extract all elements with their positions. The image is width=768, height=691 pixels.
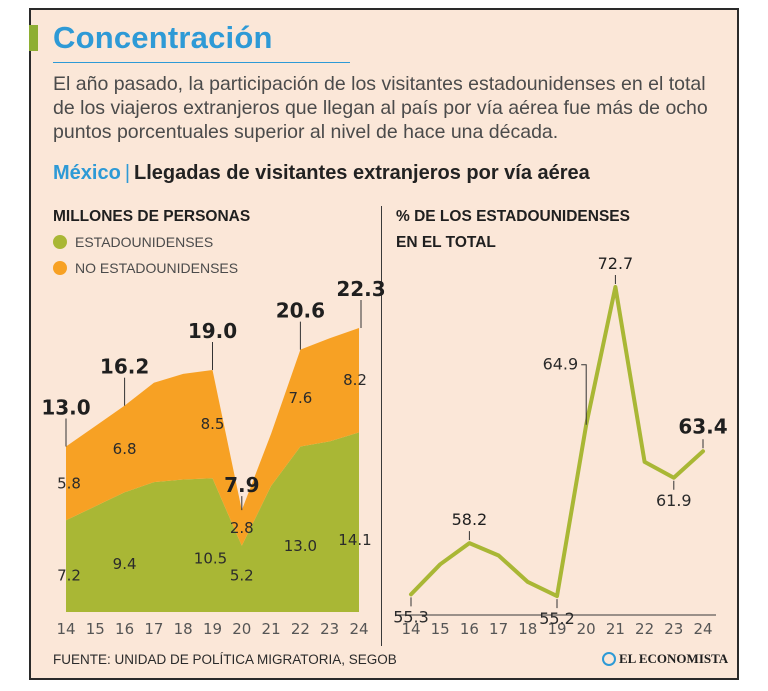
area-x-tick-label: 20	[232, 620, 251, 638]
title-accent-bar	[29, 25, 38, 51]
legend-swatch-non-us	[53, 261, 67, 275]
line-x-tick-label: 24	[693, 620, 712, 638]
area-value-label: 7.2	[57, 566, 81, 584]
area-total-label: 19.0	[188, 319, 237, 343]
legend-item-non-us: NO ESTADOUNIDENSES	[53, 260, 238, 276]
area-x-tick-label: 15	[86, 620, 105, 638]
area-x-tick-label: 22	[291, 620, 310, 638]
area-series-estadounidenses	[66, 432, 359, 612]
area-x-tick-label: 16	[115, 620, 134, 638]
chart-subtitle: Llegadas de visitantes extranjeros por v…	[134, 162, 590, 184]
area-total-label: 13.0	[41, 395, 90, 419]
legend-label-non-us: NO ESTADOUNIDENSES	[75, 260, 239, 276]
brand-name: EL ECONOMISTA	[619, 651, 729, 666]
page-title: Concentración	[53, 20, 273, 55]
right-panel-label-line1: % DE LOS ESTADOUNIDENSES	[396, 208, 630, 225]
line-series-us-share	[409, 285, 705, 599]
line-x-tick-label: 18	[518, 620, 537, 638]
area-value-label: 10.5	[194, 550, 227, 568]
left-panel-label: MILLONES DE PERSONAS	[53, 208, 251, 225]
area-x-tick-label: 18	[174, 620, 193, 638]
line-x-tick-label: 16	[460, 620, 479, 638]
area-total-label: 7.9	[224, 473, 259, 497]
line-x-tick-label: 22	[635, 620, 654, 638]
area-x-tick-label: 24	[349, 620, 368, 638]
area-x-tick-label: 23	[320, 620, 339, 638]
intro-text: El año pasado, la participación de los v…	[53, 73, 708, 143]
area-value-label: 9.4	[113, 555, 137, 573]
area-x-tick-label: 19	[203, 620, 222, 638]
area-value-label: 8.5	[201, 415, 225, 433]
panel-divider	[381, 206, 382, 646]
right-panel-label-line2: EN EL TOTAL	[396, 234, 496, 251]
area-x-tick-label: 21	[262, 620, 281, 638]
line-x-tick-label: 15	[431, 620, 450, 638]
line-point-label: 55.3	[393, 607, 429, 626]
right-panel-label: % DE LOS ESTADOUNIDENSES EN EL TOTAL	[396, 204, 630, 256]
line-x-tick-label: 23	[664, 620, 683, 638]
line-x-tick-label: 14	[401, 620, 420, 638]
brand-logo: EL ECONOMISTA	[602, 651, 728, 667]
country-label: México	[53, 162, 121, 184]
legend-swatch-us	[53, 235, 67, 249]
brand-mark-icon	[602, 652, 616, 666]
area-series-no-estadounidenses	[66, 328, 359, 546]
area-value-label: 2.8	[230, 519, 254, 537]
area-x-tick-label: 14	[56, 620, 75, 638]
line-x-tick-label: 20	[577, 620, 596, 638]
area-x-tick-label: 17	[144, 620, 163, 638]
area-value-label: 7.6	[288, 389, 312, 407]
line-point-label: 61.9	[656, 491, 692, 510]
area-total-label: 16.2	[100, 355, 149, 379]
area-value-label: 5.2	[230, 567, 254, 585]
line-point-label: 58.2	[452, 510, 488, 529]
title-underline	[53, 62, 350, 63]
line-point-label: 64.9	[543, 355, 579, 374]
area-value-label: 6.8	[113, 440, 137, 458]
line-point-label: 72.7	[598, 254, 634, 273]
area-value-label: 13.0	[284, 537, 317, 555]
line-point-label: 63.4	[678, 414, 727, 438]
area-total-label: 22.3	[336, 277, 385, 301]
legend-item-us: ESTADOUNIDENSES	[53, 234, 213, 250]
line-x-tick-label: 19	[547, 620, 566, 638]
area-value-label: 14.1	[338, 531, 371, 549]
line-point-leader	[581, 364, 587, 425]
area-total-label: 20.6	[276, 299, 325, 323]
source-note: FUENTE: UNIDAD DE POLÍTICA MIGRATORIA, S…	[53, 652, 397, 667]
line-x-tick-label: 21	[606, 620, 625, 638]
line-point-label: 55.2	[539, 609, 575, 628]
chart-heading: México | Llegadas de visitantes extranjero…	[53, 162, 590, 185]
heading-separator: |	[124, 162, 131, 184]
area-value-label: 8.2	[343, 371, 367, 389]
legend-label-us: ESTADOUNIDENSES	[75, 234, 214, 250]
line-x-tick-label: 17	[489, 620, 508, 638]
area-value-label: 5.8	[57, 474, 81, 492]
